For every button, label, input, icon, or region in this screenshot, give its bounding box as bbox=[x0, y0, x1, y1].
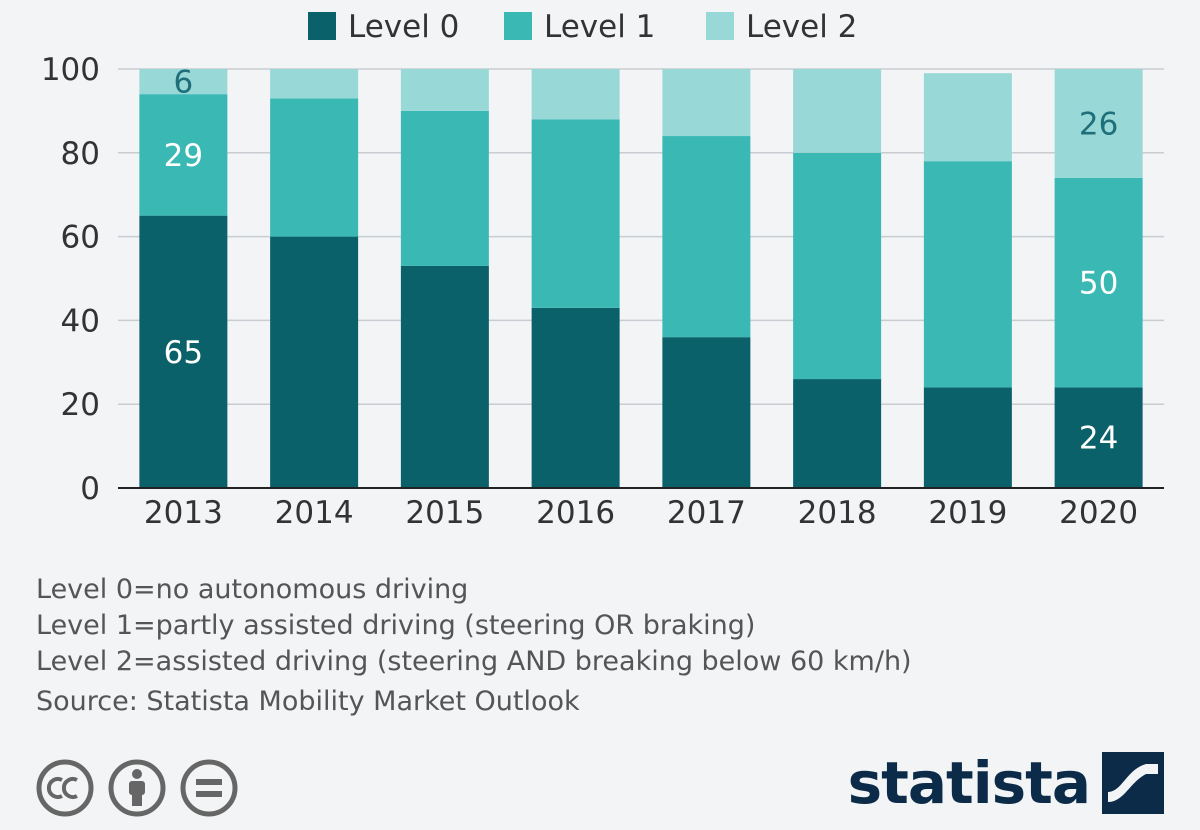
x-tick-label: 2019 bbox=[928, 495, 1007, 531]
bar-level-0-2013 bbox=[139, 215, 228, 488]
note-level-1: Level 1=partly assisted driving (steerin… bbox=[36, 610, 756, 641]
bar-level-1-2017 bbox=[662, 136, 751, 338]
data-labels: 65 29 6 24 50 26 bbox=[164, 65, 1119, 457]
note-level-0: Level 0=no autonomous driving bbox=[36, 574, 469, 605]
x-tick-label: 2018 bbox=[798, 495, 877, 531]
statista-logo: statista bbox=[848, 752, 1164, 814]
bar-level-2-2019 bbox=[923, 73, 1012, 162]
x-tick-label: 2017 bbox=[667, 495, 746, 531]
bar-level-1-2016 bbox=[531, 119, 620, 308]
statista-logo-icon bbox=[1102, 752, 1164, 814]
bar-level-1-2013 bbox=[139, 94, 228, 216]
legend: Level 0 Level 1 Level 2 bbox=[308, 9, 857, 45]
legend-swatch-level-1 bbox=[504, 12, 532, 40]
bar-level-0-2018 bbox=[793, 379, 882, 488]
x-axis-ticks: 2013 2014 2015 2016 2017 2018 2019 2020 bbox=[144, 495, 1138, 531]
bar-level-0-2019 bbox=[923, 387, 1012, 488]
note-level-2: Level 2=assisted driving (steering AND b… bbox=[36, 646, 912, 677]
bar-level-0-2014 bbox=[270, 236, 359, 488]
data-label: 6 bbox=[174, 65, 194, 101]
bar-level-0-2020 bbox=[1054, 387, 1143, 488]
bar-level-2-2013 bbox=[139, 69, 228, 95]
bar-level-1-2019 bbox=[923, 161, 1012, 388]
bar-level-1-2014 bbox=[270, 98, 359, 237]
legend-swatch-level-0 bbox=[308, 12, 336, 40]
bar-level-2-2015 bbox=[400, 69, 489, 111]
x-tick-label: 2014 bbox=[275, 495, 354, 531]
brand-wordmark: statista bbox=[847, 749, 1091, 817]
cc-icon[interactable] bbox=[36, 759, 94, 817]
y-axis-ticks: 0 20 40 60 80 100 bbox=[41, 52, 100, 507]
legend-label: Level 2 bbox=[746, 9, 857, 45]
bars bbox=[139, 69, 1143, 488]
x-tick-label: 2013 bbox=[144, 495, 223, 531]
legend-label: Level 1 bbox=[544, 9, 655, 45]
data-label: 65 bbox=[164, 335, 203, 371]
x-tick-label: 2016 bbox=[536, 495, 615, 531]
data-label: 24 bbox=[1079, 421, 1118, 457]
y-tick-label: 60 bbox=[61, 220, 100, 256]
footnotes: Level 0=no autonomous driving Level 1=pa… bbox=[36, 572, 912, 720]
x-tick-label: 2015 bbox=[405, 495, 484, 531]
bar-level-0-2016 bbox=[531, 307, 620, 488]
y-tick-label: 20 bbox=[61, 387, 100, 423]
data-label: 29 bbox=[164, 138, 203, 174]
source-text: Source: Statista Mobility Market Outlook bbox=[36, 686, 580, 717]
bar-level-0-2017 bbox=[662, 337, 751, 488]
bar-level-1-2020 bbox=[1054, 177, 1143, 388]
legend-swatch-level-2 bbox=[706, 12, 734, 40]
bar-level-0-2015 bbox=[400, 265, 489, 488]
data-label: 26 bbox=[1079, 106, 1118, 142]
bar-level-2-2014 bbox=[270, 69, 359, 99]
bar-level-2-2016 bbox=[531, 69, 620, 120]
attribution-icon[interactable] bbox=[108, 759, 166, 817]
bar-level-2-2018 bbox=[793, 69, 882, 153]
bar-level-2-2017 bbox=[662, 69, 751, 137]
no-derivatives-icon[interactable] bbox=[180, 759, 238, 817]
data-label: 50 bbox=[1079, 266, 1118, 302]
x-tick-label: 2020 bbox=[1059, 495, 1138, 531]
legend-label: Level 0 bbox=[348, 9, 459, 45]
license-icons bbox=[36, 759, 238, 817]
bar-level-1-2015 bbox=[400, 110, 489, 266]
y-tick-label: 0 bbox=[80, 471, 100, 507]
y-tick-label: 100 bbox=[41, 52, 100, 88]
bar-level-2-2020 bbox=[1054, 69, 1143, 178]
bar-level-1-2018 bbox=[793, 152, 882, 380]
y-tick-label: 40 bbox=[61, 303, 100, 339]
y-tick-label: 80 bbox=[61, 136, 100, 172]
